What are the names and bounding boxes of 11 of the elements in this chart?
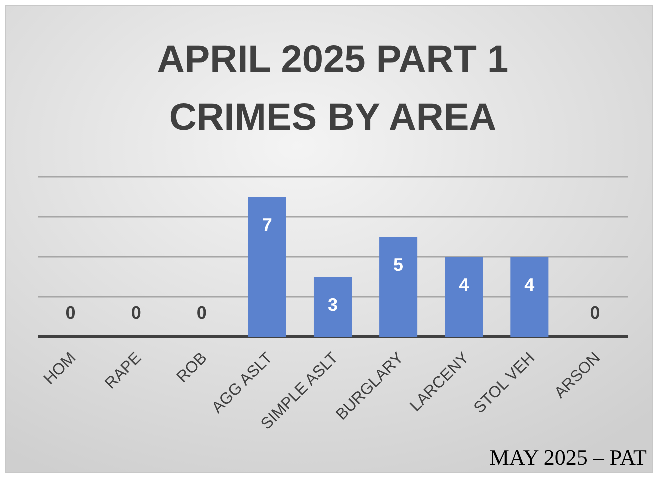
data-label: 0 [590, 303, 600, 323]
data-label: 0 [196, 303, 207, 323]
text: MAY 2025 – PAT [490, 445, 648, 470]
data-label: 5 [394, 255, 404, 275]
data-label: 0 [131, 303, 142, 323]
data-label: 7 [262, 215, 272, 235]
data-label: 4 [459, 275, 470, 295]
chart-title: APRIL 2025 PART 1 CRIMES BY AREA [157, 39, 509, 139]
data-label: 4 [524, 275, 535, 295]
data-label: 0 [66, 303, 76, 323]
data-label: 3 [328, 295, 338, 315]
